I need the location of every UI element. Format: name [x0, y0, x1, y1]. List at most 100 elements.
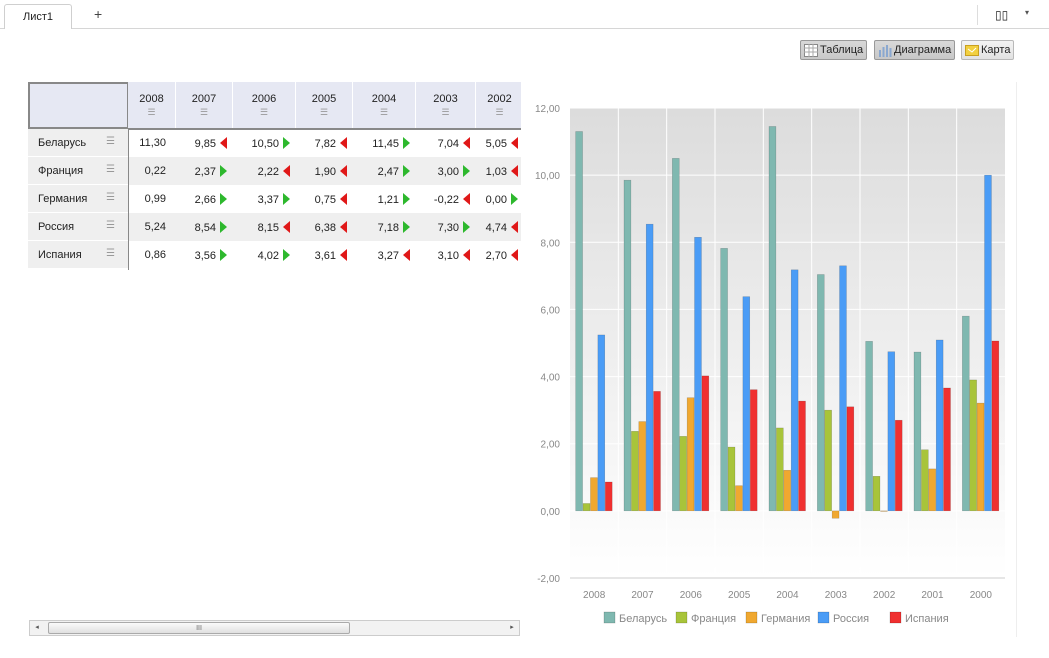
- tab-sheet1[interactable]: Лист1: [4, 4, 72, 29]
- row-header[interactable]: Испания ☰: [28, 241, 128, 269]
- bar-Франция-2001[interactable]: [921, 449, 929, 512]
- layout-split-icon[interactable]: ▯▯: [995, 8, 1009, 22]
- filter-icon[interactable]: ☰: [379, 107, 389, 117]
- filter-icon[interactable]: ☰: [106, 136, 115, 147]
- table-cell[interactable]: 9,85: [176, 129, 233, 157]
- bar-Россия-2005[interactable]: [742, 296, 751, 512]
- legend-label[interactable]: Беларусь: [619, 613, 667, 625]
- bar-Франция-2007[interactable]: [631, 431, 639, 512]
- table-cell[interactable]: 11,30: [128, 129, 166, 157]
- table-cell[interactable]: 4,02: [233, 241, 296, 269]
- chart-view-button[interactable]: Диаграмма: [874, 40, 956, 60]
- table-cell[interactable]: 5,05: [476, 129, 521, 157]
- bar-Франция-2000[interactable]: [969, 379, 977, 512]
- bar-Испания-2006[interactable]: [701, 375, 710, 512]
- bar-Беларусь-2007[interactable]: [623, 179, 632, 512]
- grid-corner[interactable]: [28, 82, 129, 129]
- chevron-down-icon[interactable]: ▾: [1025, 8, 1030, 17]
- table-cell[interactable]: 2,66: [176, 185, 233, 213]
- row-header[interactable]: Франция ☰: [28, 157, 128, 185]
- bar-Беларусь-2002[interactable]: [865, 341, 873, 512]
- bar-Франция-2008[interactable]: [582, 503, 591, 512]
- bar-Беларусь-2005[interactable]: [720, 248, 728, 512]
- bar-Испания-2000[interactable]: [991, 340, 1000, 512]
- filter-icon[interactable]: ☰: [106, 220, 115, 231]
- bar-Россия-2002[interactable]: [887, 351, 896, 512]
- table-cell[interactable]: 2,37: [176, 157, 233, 185]
- table-cell[interactable]: 3,61: [296, 241, 353, 269]
- filter-icon[interactable]: ☰: [319, 107, 329, 117]
- scroll-thumb[interactable]: III: [48, 622, 350, 634]
- bar-Беларусь-2001[interactable]: [913, 351, 922, 512]
- table-cell[interactable]: 4,74: [476, 213, 521, 241]
- bar-Россия-2000[interactable]: [984, 174, 992, 512]
- table-cell[interactable]: 3,27: [353, 241, 416, 269]
- bar-Германия-2001[interactable]: [928, 468, 936, 512]
- row-header[interactable]: Беларусь ☰: [28, 129, 128, 157]
- table-cell[interactable]: 1,03: [476, 157, 521, 185]
- table-cell[interactable]: 7,18: [353, 213, 416, 241]
- filter-icon[interactable]: ☰: [106, 192, 115, 203]
- table-cell[interactable]: 1,90: [296, 157, 353, 185]
- table-cell[interactable]: 2,47: [353, 157, 416, 185]
- table-view-button[interactable]: Таблица: [800, 40, 868, 60]
- bar-Беларусь-2008[interactable]: [575, 131, 583, 512]
- horizontal-scrollbar[interactable]: ◂ III ▸: [29, 620, 520, 636]
- table-cell[interactable]: -0,22: [416, 185, 476, 213]
- table-cell[interactable]: 3,37: [233, 185, 296, 213]
- filter-icon[interactable]: ☰: [495, 107, 504, 117]
- bar-Россия-2006[interactable]: [694, 237, 702, 512]
- table-cell[interactable]: 2,70: [476, 241, 521, 269]
- table-cell[interactable]: 7,30: [416, 213, 476, 241]
- bar-Испания-2007[interactable]: [653, 391, 661, 512]
- bar-Беларусь-2006[interactable]: [672, 158, 680, 512]
- column-header-2008[interactable]: 2008 ☰: [128, 82, 176, 129]
- bar-Франция-2005[interactable]: [727, 446, 736, 512]
- bar-Испания-2008[interactable]: [605, 481, 613, 512]
- legend-label[interactable]: Россия: [833, 613, 869, 625]
- table-cell[interactable]: 0,75: [296, 185, 353, 213]
- table-cell[interactable]: 6,38: [296, 213, 353, 241]
- bar-Испания-2002[interactable]: [895, 419, 903, 512]
- table-cell[interactable]: 7,04: [416, 129, 476, 157]
- bar-Испания-2004[interactable]: [798, 400, 806, 512]
- table-cell[interactable]: 8,54: [176, 213, 233, 241]
- bar-Франция-2004[interactable]: [776, 427, 784, 512]
- legend-label[interactable]: Германия: [761, 613, 810, 625]
- bar-Беларусь-2000[interactable]: [962, 315, 970, 512]
- row-header[interactable]: Россия ☰: [28, 213, 128, 241]
- map-view-button[interactable]: Карта: [961, 40, 1015, 60]
- bar-Испания-2003[interactable]: [846, 406, 855, 512]
- add-sheet-button[interactable]: +: [94, 6, 103, 22]
- table-cell[interactable]: 5,24: [128, 213, 166, 241]
- bar-Германия-2000[interactable]: [976, 402, 985, 512]
- table-cell[interactable]: 3,56: [176, 241, 233, 269]
- column-header-2004[interactable]: 2004 ☰: [353, 82, 416, 129]
- column-header-2006[interactable]: 2006 ☰: [233, 82, 296, 129]
- table-cell[interactable]: 0,00: [476, 185, 521, 213]
- table-cell[interactable]: 0,99: [128, 185, 166, 213]
- bar-Россия-2001[interactable]: [935, 339, 944, 512]
- bar-Германия-2002[interactable]: [880, 510, 888, 512]
- table-cell[interactable]: 1,21: [353, 185, 416, 213]
- bar-Франция-2006[interactable]: [679, 436, 687, 512]
- table-cell[interactable]: 11,45: [353, 129, 416, 157]
- table-cell[interactable]: 0,22: [128, 157, 166, 185]
- filter-icon[interactable]: ☰: [147, 107, 156, 117]
- bar-Германия-2007[interactable]: [638, 421, 646, 512]
- table-cell[interactable]: 3,10: [416, 241, 476, 269]
- bar-Германия-2004[interactable]: [783, 469, 791, 512]
- bar-Испания-2001[interactable]: [943, 387, 951, 512]
- filter-icon[interactable]: ☰: [106, 164, 115, 175]
- scroll-right-arrow[interactable]: ▸: [510, 624, 514, 631]
- bar-Германия-2005[interactable]: [735, 485, 743, 512]
- legend-label[interactable]: Испания: [905, 613, 949, 625]
- scroll-left-arrow[interactable]: ◂: [35, 624, 39, 631]
- table-cell[interactable]: 3,00: [416, 157, 476, 185]
- bar-Германия-2006[interactable]: [686, 397, 695, 512]
- bar-Россия-2004[interactable]: [790, 269, 799, 512]
- table-cell[interactable]: 0,86: [128, 241, 166, 269]
- column-header-2007[interactable]: 2007 ☰: [176, 82, 233, 129]
- filter-icon[interactable]: ☰: [106, 248, 115, 259]
- table-cell[interactable]: 10,50: [233, 129, 296, 157]
